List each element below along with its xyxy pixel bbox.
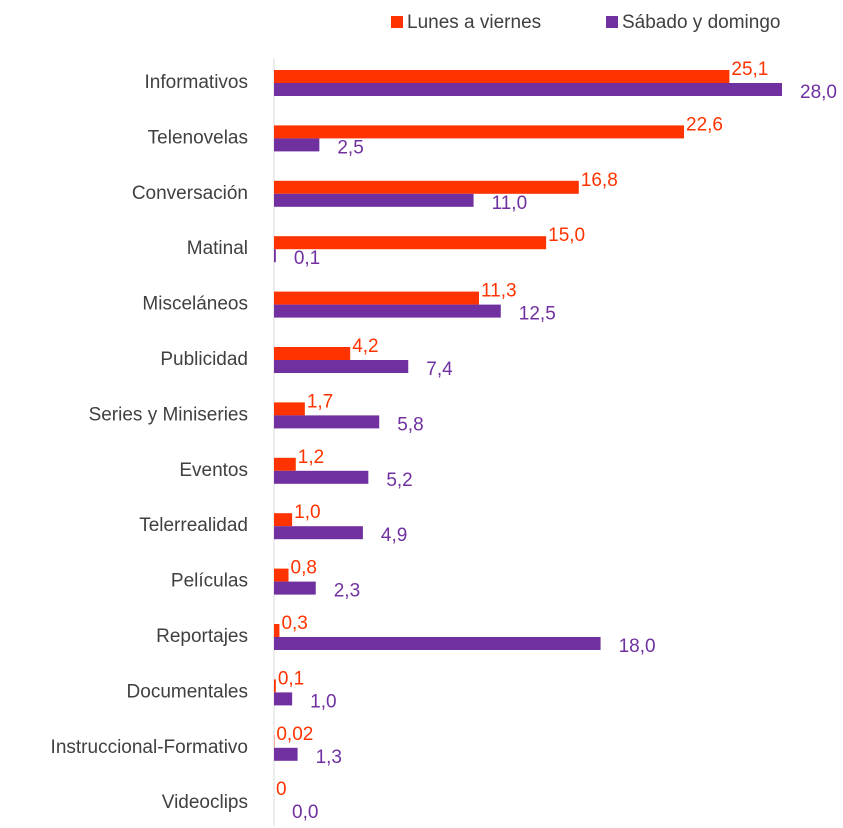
bar (274, 568, 289, 582)
value-label: 0,1 (278, 668, 304, 689)
legend-label: Lunes a viernes (407, 12, 541, 33)
value-label: 5,2 (386, 470, 412, 491)
category-label: Publicidad (160, 349, 248, 370)
bar (274, 513, 293, 527)
legend-label: Sábado y domingo (622, 12, 780, 33)
value-label: 12,5 (519, 304, 556, 325)
category-label: Telenovelas (148, 127, 248, 148)
category-label: Matinal (187, 238, 248, 259)
bar (274, 304, 501, 318)
bar (274, 637, 601, 650)
value-label: 1,3 (316, 747, 342, 768)
value-label: 2,3 (334, 581, 360, 602)
value-label: 0,0 (292, 802, 318, 823)
value-label: 16,8 (581, 170, 618, 191)
value-label: 11,3 (481, 281, 517, 302)
value-label: 11,0 (492, 193, 528, 214)
category-label: Telerrealidad (139, 515, 248, 536)
bar (274, 624, 280, 637)
bar (274, 692, 293, 706)
value-label: 0,8 (291, 558, 317, 579)
bar (274, 249, 276, 263)
bar (274, 581, 316, 595)
value-label: 0,1 (294, 248, 320, 269)
value-label: 1,7 (307, 391, 333, 412)
bar (274, 180, 579, 194)
value-label: 4,9 (381, 525, 407, 546)
value-label: 18,0 (619, 636, 656, 657)
value-label: 1,0 (310, 691, 336, 712)
bar (274, 125, 685, 139)
bar (274, 291, 480, 305)
value-label: 0 (276, 779, 287, 800)
category-label: Videoclips (162, 792, 248, 813)
category-label: Películas (171, 571, 248, 592)
value-label: 15,0 (548, 225, 585, 246)
category-label: Documentales (127, 681, 248, 702)
bar (274, 747, 298, 761)
bar (274, 470, 369, 484)
value-label: 0,02 (276, 724, 313, 745)
value-label: 2,5 (337, 137, 363, 158)
category-label: Conversación (132, 183, 248, 204)
category-label: Instruccional-Formativo (51, 737, 248, 758)
value-label: 5,8 (397, 414, 423, 435)
bar (274, 526, 363, 540)
bar (274, 138, 320, 152)
bar (274, 70, 730, 83)
legend-swatch (606, 16, 618, 28)
category-label: Reportajes (156, 626, 248, 647)
value-label: 1,2 (298, 447, 324, 468)
value-label: 22,6 (686, 114, 723, 135)
value-label: 1,0 (294, 502, 320, 523)
bar (274, 415, 380, 429)
bar (274, 679, 276, 693)
bar (274, 360, 409, 373)
value-label: 0,3 (281, 613, 307, 634)
bar (274, 236, 547, 250)
bar (274, 402, 305, 416)
value-label: 25,1 (731, 59, 768, 80)
legend-swatch (391, 16, 403, 28)
bar (274, 347, 351, 360)
category-label: Eventos (179, 460, 248, 481)
value-label: 4,2 (352, 336, 378, 357)
value-label: 7,4 (426, 359, 453, 380)
bar (274, 193, 474, 207)
category-label: Misceláneos (142, 294, 248, 315)
category-label: Informativos (145, 72, 248, 93)
category-label: Series y Miniseries (89, 404, 248, 425)
value-label: 28,0 (800, 82, 837, 103)
bar (274, 457, 296, 471)
bar (274, 83, 782, 96)
